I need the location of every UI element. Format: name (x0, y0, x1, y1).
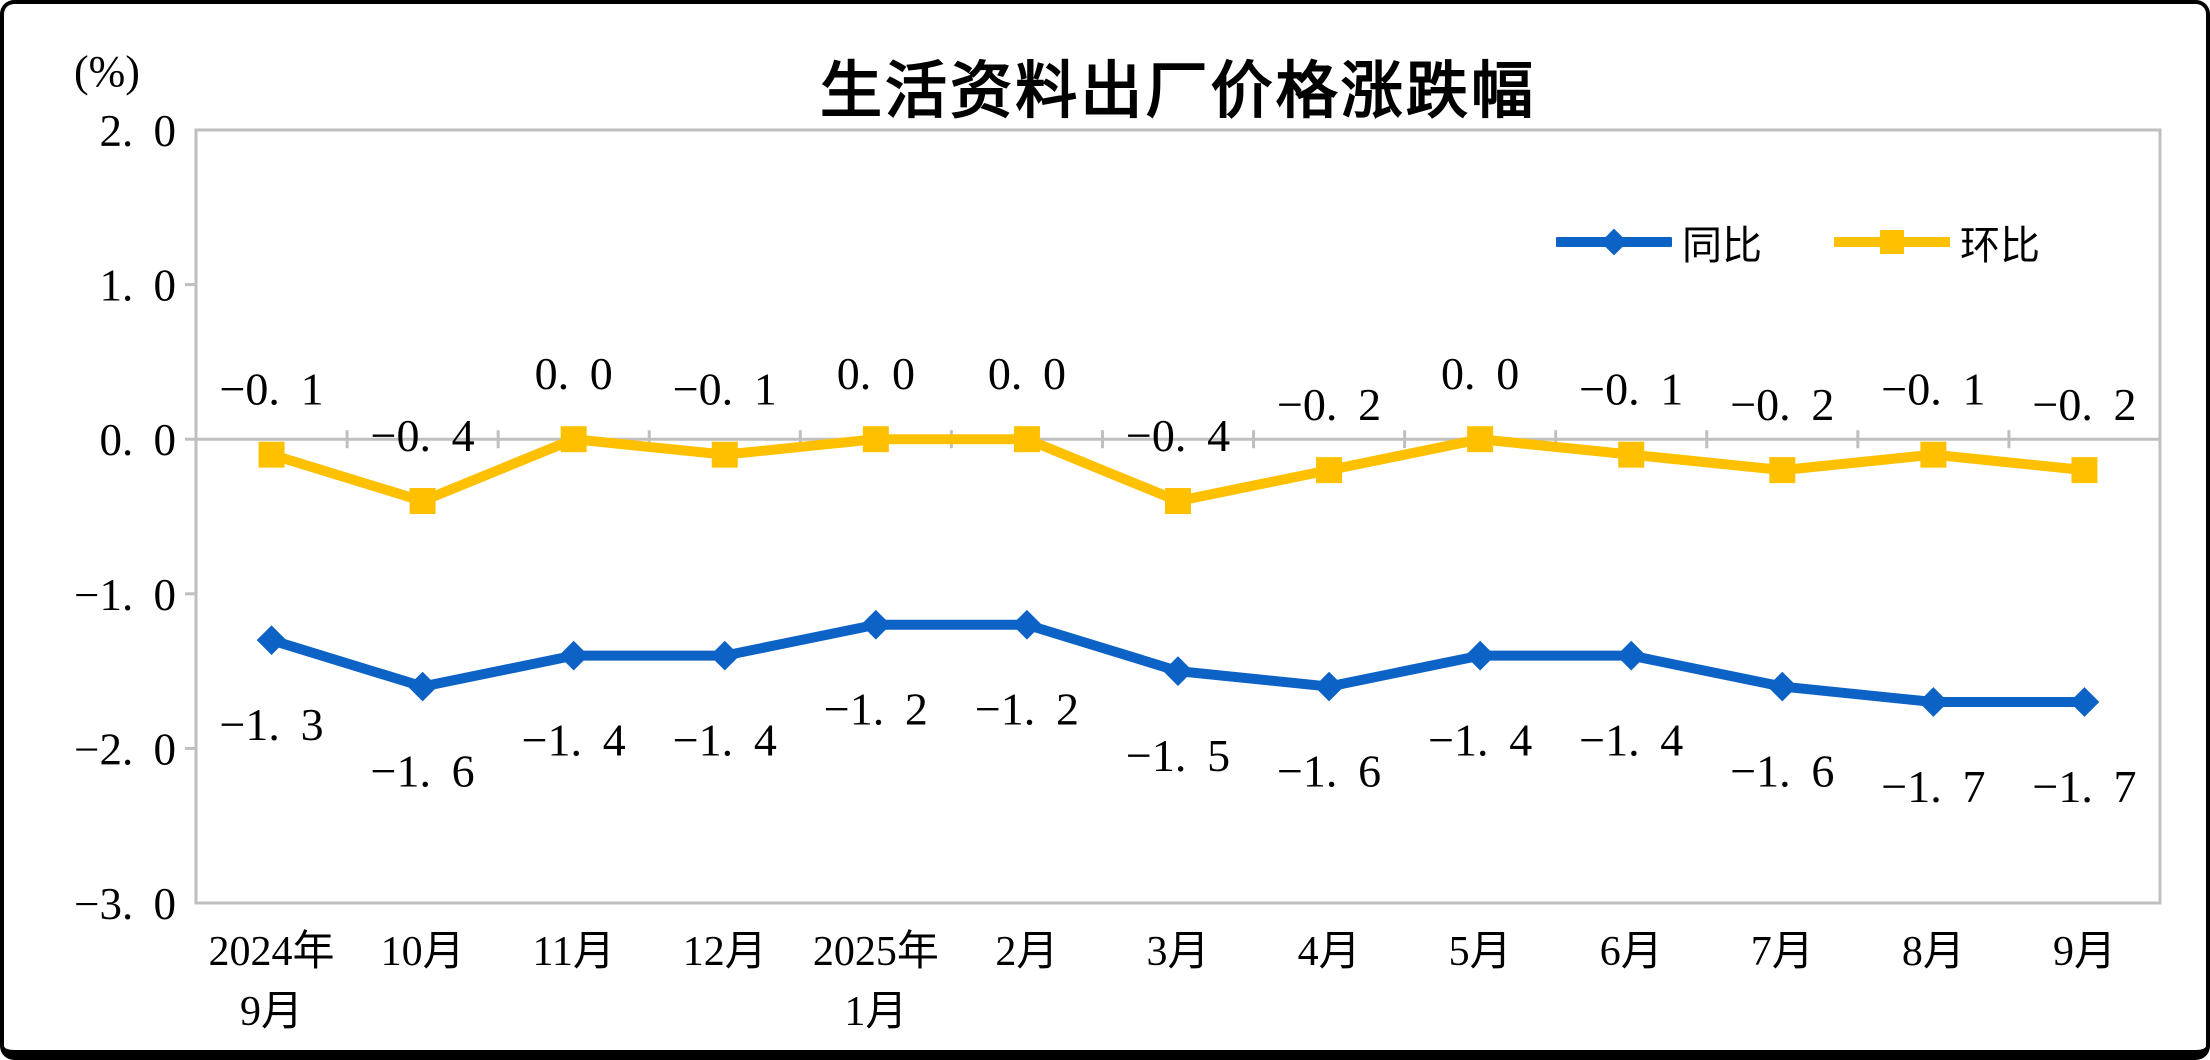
series-marker-diamond (1314, 671, 1344, 702)
data-label: −0. 4 (371, 410, 475, 461)
series-marker-square (1316, 457, 1343, 484)
series-marker-diamond (860, 609, 891, 640)
series-marker-square (560, 426, 587, 453)
y-tick-label: −1. 0 (74, 570, 176, 620)
series-marker-square (862, 426, 889, 453)
x-category-label: 5月 (1449, 929, 1512, 975)
data-label: −1. 2 (975, 684, 1079, 735)
series-marker-diamond (1918, 687, 1949, 717)
x-category-label: 10月 (381, 929, 465, 975)
data-label: −0. 2 (1277, 379, 1381, 430)
data-label: −1. 4 (673, 715, 777, 766)
series-marker-diamond (1465, 640, 1496, 671)
data-label: −1. 4 (522, 715, 626, 766)
series-marker-diamond (558, 640, 589, 671)
data-label: −1. 2 (824, 684, 928, 735)
y-tick-label: 2. 0 (99, 106, 176, 156)
data-label: 0. 0 (837, 348, 915, 399)
x-category-label: 9月 (240, 989, 303, 1035)
data-label: −1. 6 (1277, 746, 1381, 797)
data-label: −1. 4 (1579, 715, 1683, 766)
data-label: 0. 0 (988, 348, 1066, 399)
data-label: 0. 0 (1441, 348, 1519, 399)
series-marker-square (711, 441, 738, 468)
data-label: −1. 5 (1126, 730, 1230, 781)
x-category-label: 12月 (683, 929, 767, 975)
y-tick-label: −3. 0 (74, 879, 176, 929)
plot-area-border (194, 128, 2162, 905)
y-axis-unit-label: (%) (74, 47, 140, 96)
series-marker-square (409, 488, 436, 515)
series-marker-diamond (407, 671, 438, 702)
data-label: −1. 7 (2032, 761, 2136, 812)
data-label: −1. 6 (1730, 746, 1834, 797)
x-category-label: 2024年 (209, 928, 335, 975)
data-label: −0. 2 (2032, 379, 2136, 430)
data-label: −0. 1 (1881, 364, 1985, 415)
data-label: 0. 0 (535, 348, 613, 399)
x-category-label: 4月 (1298, 929, 1361, 975)
legend-label: 环比 (1960, 223, 2040, 268)
y-tick-label: 1. 0 (99, 261, 176, 311)
x-category-label: 1月 (844, 989, 907, 1035)
legend-item-环比: 环比 (1834, 213, 2040, 271)
legend-sample-square (1834, 230, 1950, 254)
y-tick-label: 0. 0 (99, 415, 176, 465)
data-label: −0. 4 (1126, 410, 1230, 461)
x-category-label: 9月 (2053, 929, 2116, 975)
series-marker-diamond (1012, 609, 1042, 640)
x-category-label: 3月 (1146, 929, 1209, 975)
x-category-label: 7月 (1751, 929, 1814, 975)
series-marker-square (1769, 457, 1796, 484)
x-category-label: 8月 (1902, 929, 1965, 975)
x-category-label: 11月 (532, 929, 614, 975)
series-marker-square (258, 441, 285, 468)
data-label: −1. 6 (371, 746, 475, 797)
data-label: −1. 7 (1881, 761, 1985, 812)
data-label: −0. 1 (219, 364, 323, 415)
legend-item-同比: 同比 (1556, 213, 1762, 271)
series-marker-diamond (1163, 656, 1193, 686)
y-tick-label: −2. 0 (74, 724, 176, 774)
series-marker-diamond (1616, 640, 1647, 671)
series-marker-square (2071, 457, 2098, 484)
series-marker-square (1920, 441, 1947, 468)
series-marker-square (1165, 488, 1191, 515)
legend-label: 同比 (1682, 223, 1762, 268)
x-category-label: 2月 (995, 929, 1058, 975)
chart-title: 生活资料出厂价格涨跌幅 (819, 57, 1537, 126)
series-marker-square (1013, 426, 1040, 453)
series-marker-diamond (709, 640, 740, 671)
legend-sample-diamond (1556, 228, 1672, 256)
series-marker-square (1618, 441, 1645, 468)
series-marker-square (1467, 426, 1494, 453)
data-label: −0. 2 (1730, 379, 1834, 430)
data-label: −0. 1 (673, 364, 777, 415)
x-category-label: 6月 (1600, 929, 1663, 975)
series-marker-diamond (1767, 671, 1798, 702)
series-marker-diamond (256, 625, 287, 656)
x-category-label: 2025年 (813, 928, 939, 975)
data-label: −0. 1 (1579, 364, 1683, 415)
legend: 同比 环比 (1556, 213, 2040, 271)
series-marker-diamond (2069, 687, 2100, 717)
data-label: −1. 3 (219, 699, 323, 750)
data-label: −1. 4 (1428, 715, 1532, 766)
